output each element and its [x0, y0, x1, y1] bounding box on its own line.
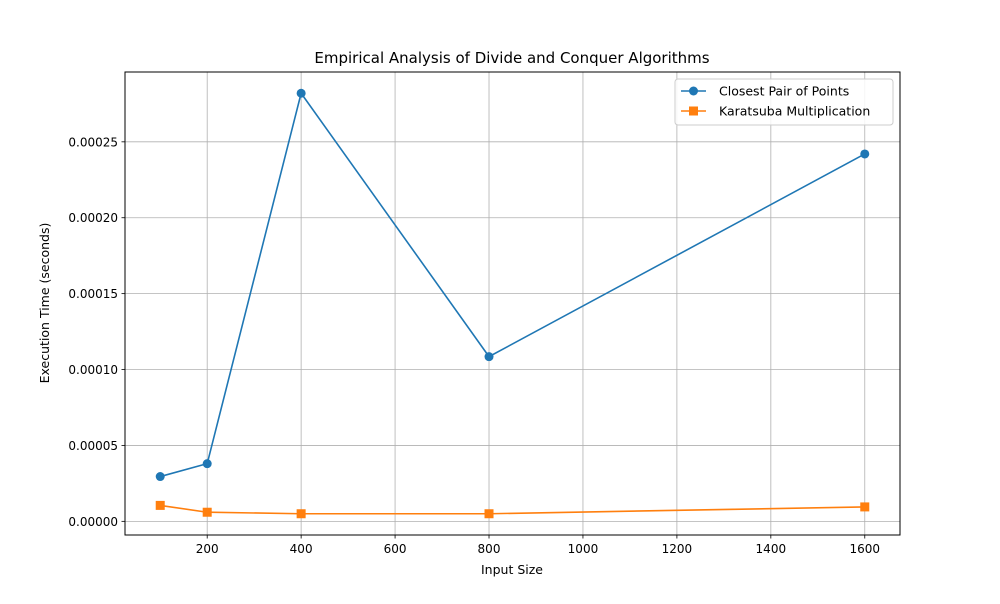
- legend-label-closest-pair: Closest Pair of Points: [719, 84, 849, 99]
- data-point-karatsuba-multiplication: [155, 500, 165, 510]
- x-tick-label: 1400: [756, 542, 787, 556]
- y-ticks: 0.00000 0.00005 0.00010 0.00015 0.00020 0.000…: [68, 135, 125, 529]
- data-point-closest-pair-of-points: [155, 472, 165, 482]
- x-tick-label: 800: [478, 542, 501, 556]
- legend-marker-karatsuba: [689, 106, 698, 116]
- x-ticks: 200 400 600 800 1000 1200 1400 1600: [196, 535, 880, 556]
- x-tick-label: 1200: [662, 542, 693, 556]
- plot-frame: [124, 71, 901, 536]
- legend-label-karatsuba: Karatsuba Multiplication: [719, 104, 870, 119]
- chart-title: Empirical Analysis of Divide and Conquer…: [314, 49, 709, 67]
- data-point-karatsuba-multiplication: [860, 502, 870, 512]
- x-tick-label: 600: [384, 542, 407, 556]
- x-tick-label: 200: [196, 542, 219, 556]
- y-tick-label: 0.00000: [68, 515, 118, 529]
- y-tick-label: 0.00020: [68, 211, 118, 225]
- x-tick-label: 1000: [568, 542, 599, 556]
- data-point-closest-pair-of-points: [860, 149, 870, 159]
- y-tick-label: 0.00025: [68, 135, 118, 149]
- data-point-closest-pair-of-points: [484, 352, 494, 362]
- data-point-karatsuba-multiplication: [296, 509, 306, 519]
- data-point-closest-pair-of-points: [202, 459, 212, 469]
- legend: Closest Pair of Points Karatsuba Multipl…: [674, 78, 894, 126]
- y-tick-label: 0.00010: [68, 363, 118, 377]
- grid-layer: [125, 72, 900, 535]
- data-point-karatsuba-multiplication: [202, 507, 212, 517]
- series-layer: [155, 88, 870, 519]
- data-point-karatsuba-multiplication: [484, 509, 494, 519]
- x-tick-label: 1600: [849, 542, 880, 556]
- x-axis-label: Input Size: [481, 562, 543, 577]
- data-point-closest-pair-of-points: [296, 88, 306, 98]
- y-tick-label: 0.00005: [68, 439, 118, 453]
- x-tick-label: 400: [290, 542, 313, 556]
- legend-box: [674, 78, 894, 126]
- y-axis-label: Execution Time (seconds): [37, 223, 52, 384]
- y-tick-label: 0.00015: [68, 287, 118, 301]
- legend-marker-closest-pair: [689, 86, 698, 96]
